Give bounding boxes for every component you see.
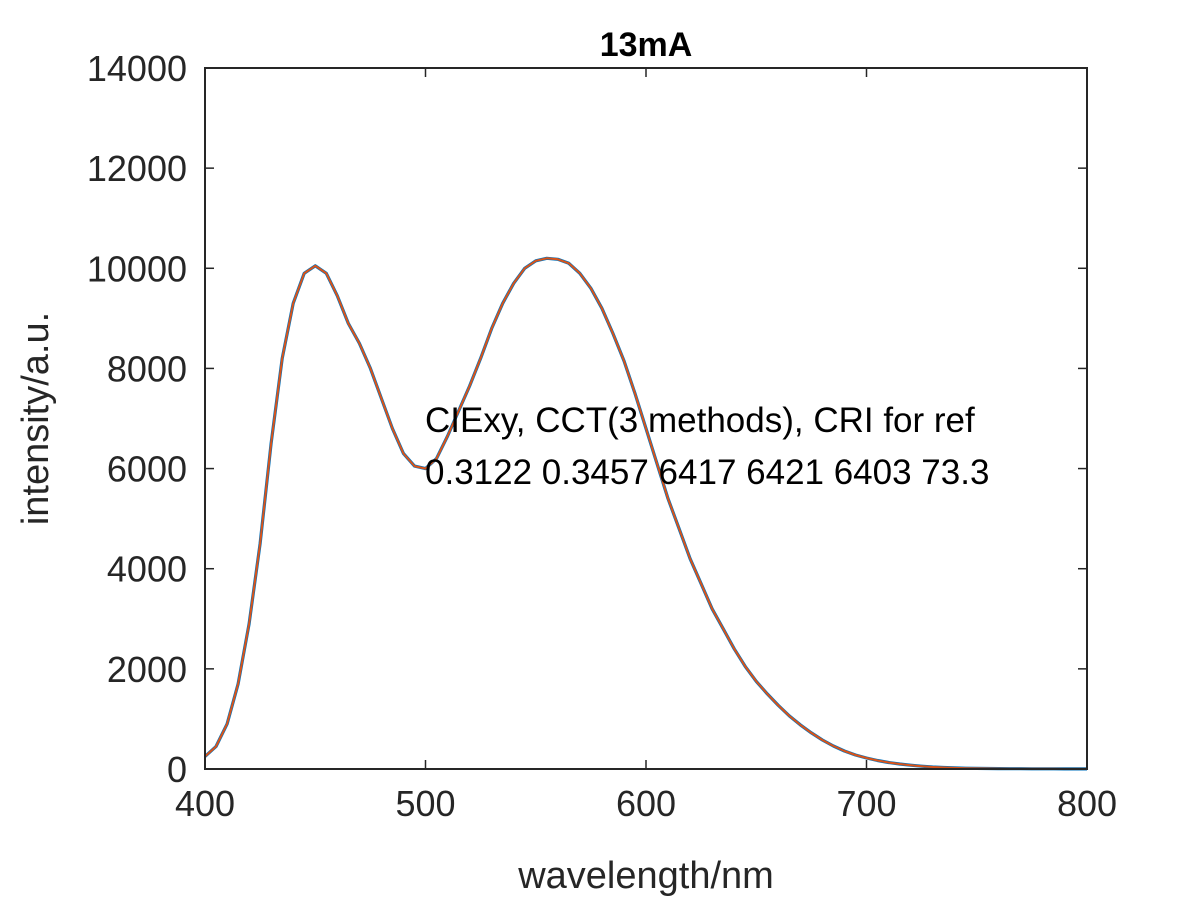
y-axis-title: intensity/a.u.	[15, 312, 57, 525]
plot-series-group	[203, 256, 1087, 771]
annotation-header: CIExy, CCT(3 methods), CRI for ref	[425, 401, 975, 440]
y-tick-label: 10000	[87, 248, 187, 289]
x-axis-title: wavelength/nm	[517, 855, 774, 897]
y-tick-label: 12000	[87, 148, 187, 189]
y-tick-label: 2000	[107, 649, 187, 690]
series-line-fit	[204, 257, 1087, 770]
x-tick-label: 600	[616, 783, 676, 824]
x-tick-label: 800	[1057, 783, 1117, 824]
x-tick-label: 500	[395, 783, 455, 824]
tick-marks-group	[204, 67, 1088, 770]
y-tick-label: 0	[167, 749, 187, 790]
chart-title: 13mA	[600, 26, 693, 64]
tick-labels-group: 400 500 600 700 8000200040006000800010000120…	[87, 48, 1117, 824]
x-tick-label: 400	[175, 783, 235, 824]
y-tick-label: 6000	[107, 449, 187, 490]
y-tick-label: 14000	[87, 48, 187, 89]
x-tick-label: 700	[836, 783, 896, 824]
y-tick-label: 8000	[107, 348, 187, 389]
y-tick-label: 4000	[107, 549, 187, 590]
annotation-values: 0.3122 0.3457 6417 6421 6403 73.3	[425, 453, 989, 492]
